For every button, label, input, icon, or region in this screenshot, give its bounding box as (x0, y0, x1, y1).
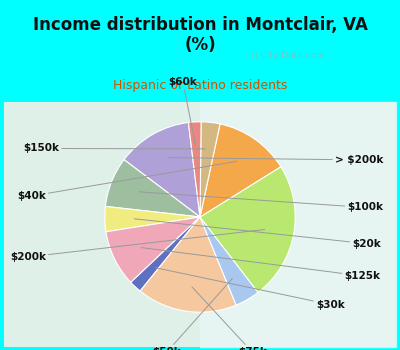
Text: ⓘ City-Data.com: ⓘ City-Data.com (252, 51, 324, 61)
Wedge shape (200, 122, 220, 217)
Text: $50k: $50k (152, 279, 232, 350)
Text: $40k: $40k (17, 161, 237, 201)
Text: $30k: $30k (156, 268, 345, 310)
Text: Income distribution in Montclair, VA
(%): Income distribution in Montclair, VA (%) (32, 16, 368, 54)
Wedge shape (105, 160, 200, 217)
Wedge shape (200, 217, 258, 305)
Text: $75k: $75k (192, 287, 267, 350)
Wedge shape (105, 206, 200, 232)
FancyBboxPatch shape (4, 102, 396, 346)
Text: $150k: $150k (23, 144, 205, 153)
Text: $100k: $100k (139, 192, 384, 212)
Text: $125k: $125k (141, 247, 381, 281)
Text: $60k: $60k (168, 77, 197, 146)
Wedge shape (124, 122, 200, 217)
Wedge shape (188, 122, 201, 217)
Bar (200, 102, 396, 346)
Text: $20k: $20k (134, 219, 381, 248)
Wedge shape (200, 124, 281, 217)
Wedge shape (106, 217, 200, 282)
Text: Hispanic or Latino residents: Hispanic or Latino residents (113, 79, 287, 92)
Text: $200k: $200k (10, 230, 265, 262)
Wedge shape (140, 217, 236, 312)
Text: > $200k: > $200k (168, 155, 384, 165)
Wedge shape (200, 167, 295, 292)
Wedge shape (131, 217, 200, 291)
